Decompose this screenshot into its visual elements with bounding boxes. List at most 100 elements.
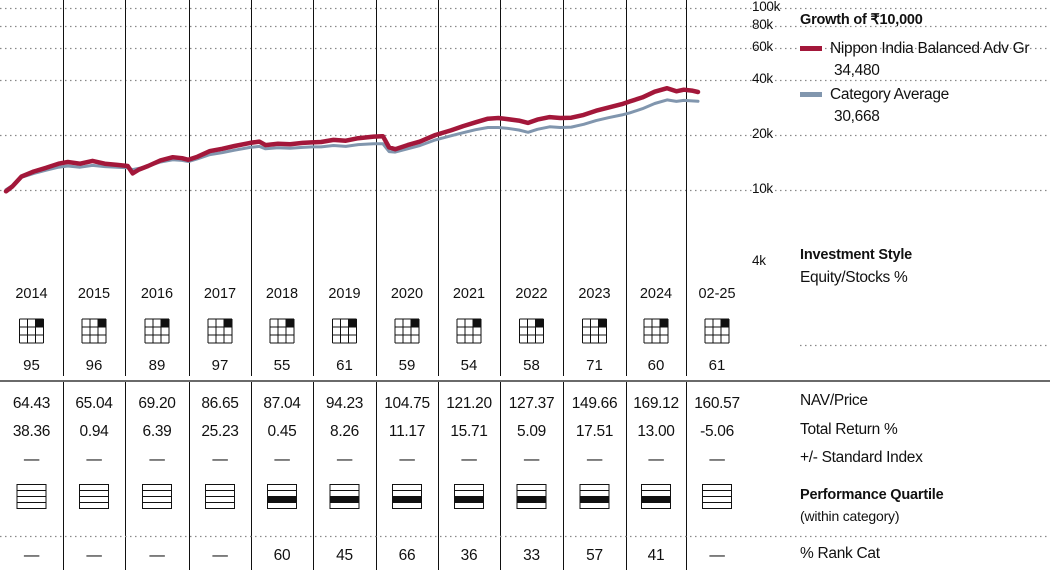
total-return-cell: 38.36 bbox=[13, 423, 50, 440]
equity-pct-2019: 61 bbox=[336, 357, 353, 374]
vs-index-cell: — bbox=[24, 451, 40, 468]
legend-category-value: 30,668 bbox=[834, 108, 880, 125]
nav-cell: 160.57 bbox=[694, 395, 740, 412]
total-return-cell: 5.09 bbox=[517, 423, 546, 440]
style-box-icon bbox=[19, 318, 44, 344]
total-return-cell: 6.39 bbox=[143, 423, 172, 440]
y-tick-20k: 20k bbox=[752, 126, 773, 141]
vs-index-cell: — bbox=[337, 451, 353, 468]
quartile-box-icon bbox=[516, 484, 547, 509]
quartile-fill-3 bbox=[641, 496, 671, 503]
quartile-box-icon bbox=[641, 484, 671, 509]
rank-cell: — bbox=[709, 547, 725, 564]
series-layer bbox=[3, 85, 701, 194]
vs-index-cell: — bbox=[587, 451, 603, 468]
total-return-cell: 0.94 bbox=[80, 423, 110, 440]
style-box-icon bbox=[456, 318, 482, 344]
equity-pct-2018: 55 bbox=[274, 357, 291, 374]
equity-pct-2016: 89 bbox=[149, 357, 166, 374]
total-return-cell: 25.23 bbox=[201, 423, 238, 440]
nav-cell: 65.04 bbox=[75, 395, 113, 412]
year-label-2024: 2024 bbox=[640, 286, 672, 302]
equity-pct-2017: 97 bbox=[212, 357, 229, 374]
style-subtitle: Equity/Stocks % bbox=[800, 269, 908, 286]
style-box-filled-cell bbox=[98, 319, 106, 327]
rank-cell: 57 bbox=[586, 547, 603, 564]
total-return-cell: 13.00 bbox=[637, 423, 675, 440]
equity-pct-02-25: 61 bbox=[709, 357, 726, 374]
year-label-2017: 2017 bbox=[204, 286, 236, 302]
style-box-icon bbox=[144, 318, 170, 344]
nav-cell: 94.23 bbox=[326, 395, 363, 412]
row-label-quartile: Performance Quartile bbox=[800, 487, 944, 503]
year-label-2021: 2021 bbox=[453, 286, 485, 302]
total-return-cell: 15.71 bbox=[450, 423, 487, 440]
year-label-02-25: 02-25 bbox=[698, 286, 735, 302]
quartile-box-icon bbox=[702, 484, 732, 509]
total-return-cell: -5.06 bbox=[700, 423, 734, 440]
nav-cell: 87.04 bbox=[263, 395, 301, 412]
y-tick-40k: 40k bbox=[752, 71, 773, 87]
legend-category-name: Category Average bbox=[830, 86, 949, 103]
style-box-filled-cell bbox=[721, 319, 729, 327]
series-line-fund bbox=[3, 85, 701, 194]
style-box-filled-cell bbox=[348, 319, 357, 327]
quartile-fill-3 bbox=[454, 496, 484, 503]
legend-fund: Nippon India Balanced Adv Gr bbox=[800, 40, 1030, 58]
style-box-filled-cell bbox=[286, 319, 294, 327]
rank-cell: 36 bbox=[461, 547, 478, 564]
equity-pct-2020: 59 bbox=[399, 357, 416, 374]
y-tick-4k: 4k bbox=[752, 253, 766, 268]
year-label-2023: 2023 bbox=[578, 286, 610, 302]
vs-index-cell: — bbox=[709, 451, 725, 468]
rank-cell: — bbox=[149, 547, 165, 564]
legend-fund-swatch bbox=[800, 46, 822, 52]
quartile-box-icon bbox=[142, 484, 172, 509]
row-label-quartile-sub: (within category) bbox=[800, 508, 900, 524]
quartile-box-icon bbox=[16, 484, 47, 509]
style-box-icon bbox=[519, 318, 544, 344]
rank-cell: 66 bbox=[399, 547, 416, 564]
row-label-total-return: Total Return % bbox=[800, 421, 898, 438]
style-box-icon bbox=[394, 318, 420, 344]
style-box-filled-cell bbox=[411, 319, 419, 327]
nav-cell: 149.66 bbox=[572, 395, 618, 412]
legend-category: Category Average bbox=[800, 86, 949, 104]
legend-category-swatch bbox=[800, 92, 822, 98]
quartile-box-icon bbox=[579, 484, 610, 509]
y-tick-80k: 80k bbox=[752, 16, 773, 32]
style-box-icon bbox=[332, 318, 357, 344]
vs-index-cell: — bbox=[86, 451, 102, 468]
year-label-2019: 2019 bbox=[328, 286, 360, 302]
nav-cell: 69.20 bbox=[138, 395, 176, 412]
style-box-filled-cell bbox=[535, 319, 544, 327]
style-box-icon bbox=[269, 318, 295, 344]
nav-cell: 169.12 bbox=[633, 395, 679, 412]
quartile-box-icon bbox=[329, 484, 360, 509]
nav-cell: 127.37 bbox=[509, 395, 555, 412]
vs-index-cell: — bbox=[399, 451, 415, 468]
vs-index-cell: — bbox=[648, 451, 664, 468]
vs-index-cell: — bbox=[524, 451, 540, 468]
quartile-fill-3 bbox=[516, 496, 547, 503]
quartile-box-icon bbox=[205, 484, 235, 509]
total-return-cell: 17.51 bbox=[576, 423, 613, 440]
year-label-2020: 2020 bbox=[391, 286, 423, 302]
nav-cell: 86.65 bbox=[201, 395, 238, 412]
year-label-2014: 2014 bbox=[15, 286, 47, 302]
total-return-cell: 0.45 bbox=[268, 423, 297, 440]
row-label-rank: % Rank Cat bbox=[800, 545, 880, 562]
quartile-fill-3 bbox=[267, 496, 297, 503]
row-label-vs-index: +/- Standard Index bbox=[800, 449, 923, 466]
style-box-icon bbox=[582, 318, 607, 344]
nav-cell: 104.75 bbox=[384, 395, 430, 412]
quartile-box-icon bbox=[454, 484, 484, 509]
quartile-fill-3 bbox=[579, 496, 610, 503]
rank-cell: — bbox=[86, 547, 102, 564]
vs-index-cell: — bbox=[461, 451, 477, 468]
rank-cell: 33 bbox=[523, 547, 540, 564]
quartile-fill-3 bbox=[392, 496, 422, 503]
total-return-cell: 11.17 bbox=[389, 423, 425, 440]
year-label-2022: 2022 bbox=[515, 286, 547, 302]
